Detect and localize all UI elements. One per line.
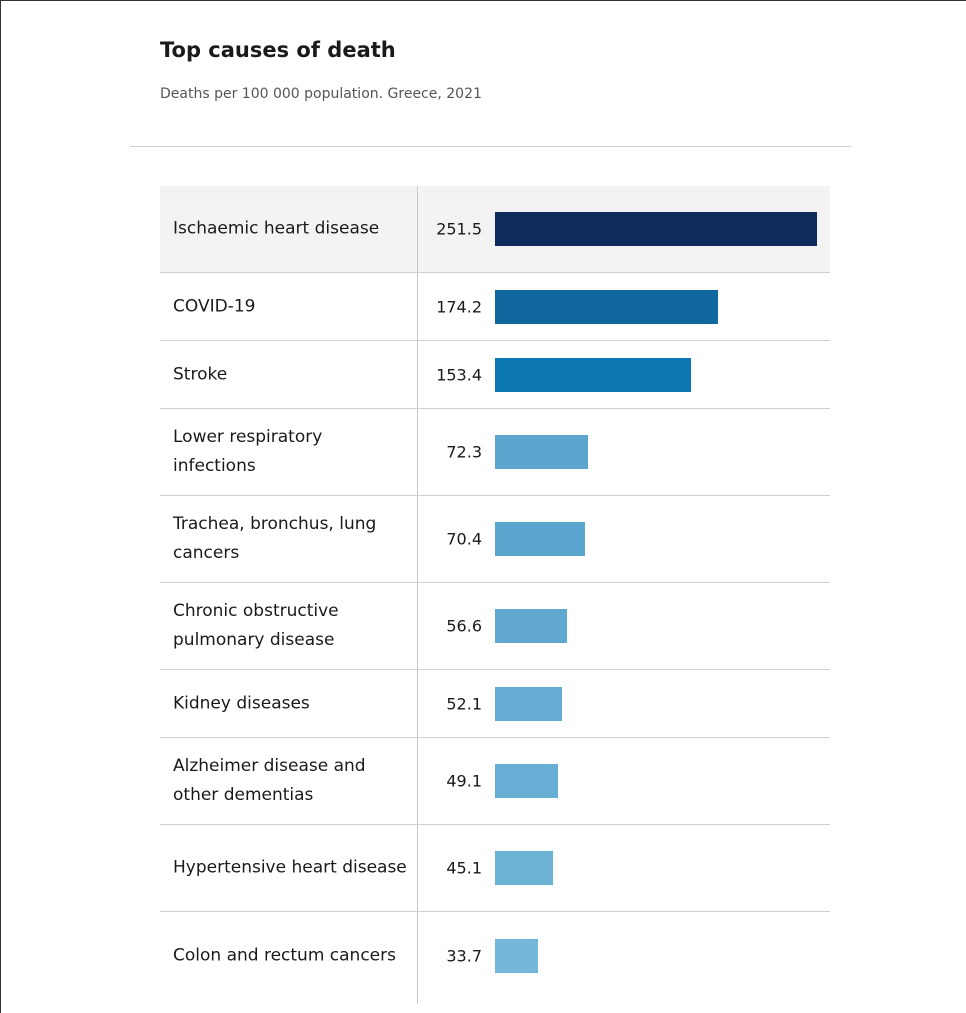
category-label: Kidney diseases bbox=[173, 693, 310, 713]
table-row: Alzheimer disease and other dementias 49.… bbox=[160, 738, 830, 825]
chart-rows: Ischaemic heart disease 251.5 COVID-19 174.… bbox=[160, 186, 830, 999]
data-label: 33.7 bbox=[446, 946, 482, 965]
chart-title: Top causes of death bbox=[160, 38, 396, 62]
column-divider bbox=[417, 186, 418, 1004]
frame-left-border bbox=[0, 0, 1, 1013]
bar bbox=[495, 522, 585, 556]
table-row: COVID-19 174.2 bbox=[160, 273, 830, 341]
table-row: Colon and rectum cancers 33.7 bbox=[160, 912, 830, 999]
category-label: Hypertensive heart disease bbox=[173, 857, 407, 878]
bar bbox=[495, 212, 817, 246]
category-label: Colon and rectum cancers bbox=[173, 945, 396, 965]
data-label: 153.4 bbox=[436, 365, 482, 384]
bar bbox=[495, 686, 562, 721]
bar bbox=[495, 609, 567, 643]
category-label: Lower respiratory infections bbox=[173, 427, 323, 476]
data-label: 70.4 bbox=[446, 529, 482, 549]
header-divider bbox=[130, 146, 851, 147]
table-row: Kidney diseases 52.1 bbox=[160, 670, 830, 738]
data-label: 49.1 bbox=[446, 771, 482, 791]
chart-subtitle: Deaths per 100 000 population. Greece, 2… bbox=[160, 86, 482, 102]
category-label: Chronic obstructive pulmonary disease bbox=[173, 601, 339, 650]
data-label: 174.2 bbox=[436, 297, 482, 316]
category-label: COVID-19 bbox=[173, 296, 256, 316]
frame-top-border bbox=[0, 0, 966, 1]
data-label: 45.1 bbox=[446, 858, 482, 878]
data-label: 72.3 bbox=[446, 442, 482, 462]
table-row: Trachea, bronchus, lung cancers 70.4 bbox=[160, 496, 830, 583]
category-label: Alzheimer disease and other dementias bbox=[173, 756, 366, 805]
table-row: Chronic obstructive pulmonary disease 56.… bbox=[160, 583, 830, 670]
data-label: 251.5 bbox=[436, 219, 482, 239]
category-label: Stroke bbox=[173, 364, 228, 384]
table-row: Hypertensive heart disease 45.1 bbox=[160, 825, 830, 912]
category-label: Ischaemic heart disease bbox=[173, 218, 380, 239]
table-row: Stroke 153.4 bbox=[160, 341, 830, 409]
bar bbox=[495, 851, 553, 885]
category-label: Trachea, bronchus, lung cancers bbox=[173, 514, 377, 563]
table-row: Ischaemic heart disease 251.5 bbox=[160, 186, 830, 273]
bar bbox=[495, 289, 718, 324]
bar bbox=[495, 764, 558, 798]
data-label: 56.6 bbox=[446, 616, 482, 636]
bar bbox=[495, 938, 538, 973]
bar bbox=[495, 357, 691, 392]
table-row: Lower respiratory infections 72.3 bbox=[160, 409, 830, 496]
bar bbox=[495, 435, 588, 469]
data-label: 52.1 bbox=[446, 694, 482, 713]
